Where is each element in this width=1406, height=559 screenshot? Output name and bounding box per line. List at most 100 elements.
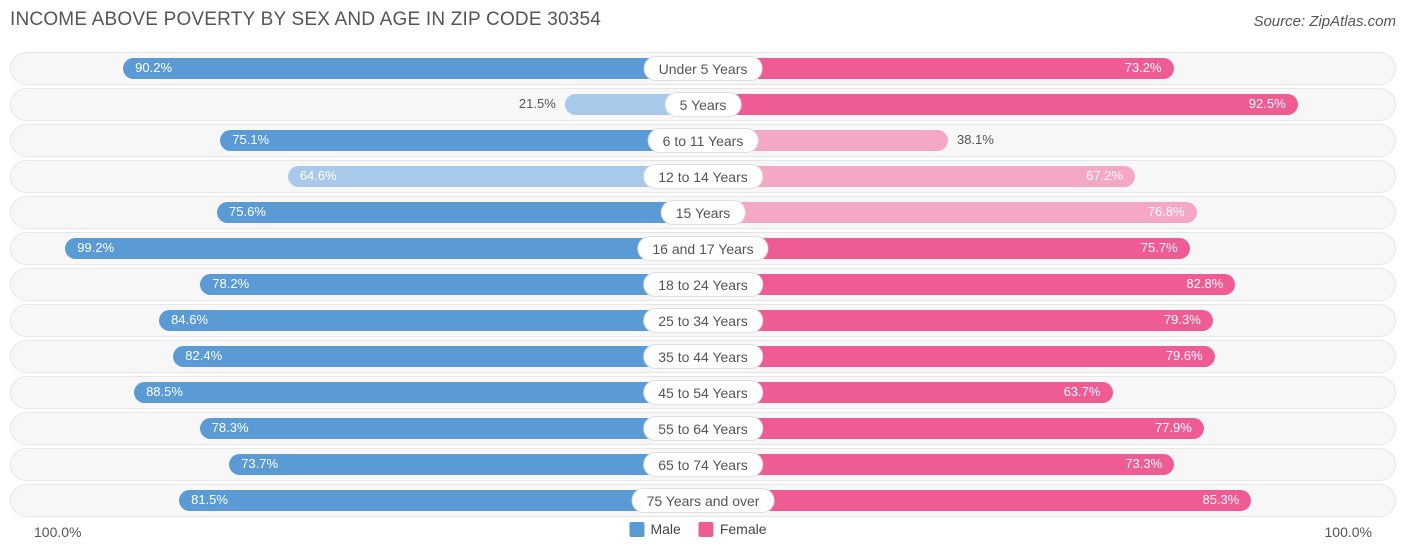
female-bar [703,166,1136,187]
female-bar [703,58,1174,79]
male-value-label: 73.7% [241,456,279,471]
chart-row: 81.5% 85.3% 75 Years and over [10,484,1396,517]
female-bar [703,310,1213,331]
female-value-label: 79.3% [1163,312,1201,327]
source-attribution: Source: ZipAtlas.com [1253,13,1396,30]
male-bar [287,166,703,187]
female-value-label: 38.1% [956,132,994,147]
row-track: 81.5% 85.3% 75 Years and over [11,485,1395,516]
chart-row: 64.6% 67.2% 12 to 14 Years [10,160,1396,193]
chart-footer: 100.0% Male Female 100.0% [10,521,1396,545]
female-bar [703,94,1298,115]
female-bar [703,418,1204,439]
male-value-label: 75.6% [229,204,266,219]
chart-legend: Male Female [629,521,776,537]
legend-label: Male [650,521,681,537]
row-track: 75.6% 76.8% 15 Years [11,197,1395,228]
female-value-label: 63.7% [1063,384,1101,399]
category-label: 25 to 34 Years [643,308,763,333]
category-label: 12 to 14 Years [643,164,763,189]
legend-label: Female [719,521,767,537]
row-track: 78.3% 77.9% 55 to 64 Years [11,413,1395,444]
row-track: 21.5% 92.5% 5 Years [11,89,1395,120]
category-label: 75 Years and over [631,488,775,513]
female-value-label: 73.2% [1124,60,1162,75]
category-label: 6 to 11 Years [647,128,759,153]
category-label: 16 and 17 Years [637,236,769,261]
axis-label-right: 100.0% [1324,524,1372,540]
female-value-label: 82.8% [1186,276,1224,291]
male-bar [220,130,703,151]
male-bar [199,418,703,439]
page-title: INCOME ABOVE POVERTY BY SEX AND AGE IN Z… [10,9,602,30]
male-value-label: 78.2% [212,276,250,291]
category-label: Under 5 Years [643,56,763,81]
male-value-label: 64.6% [299,168,337,183]
chart-row: 84.6% 79.3% 25 to 34 Years [10,304,1396,337]
female-value-label: 73.3% [1125,456,1163,471]
male-value-label: 84.6% [171,312,209,327]
female-bar [703,130,948,151]
male-value-label: 75.1% [232,132,270,147]
row-track: 64.6% 67.2% 12 to 14 Years [11,161,1395,192]
row-track: 73.7% 73.3% 65 to 74 Years [11,449,1395,480]
female-value-label: 77.9% [1154,420,1192,435]
chart-row: 90.2% 73.2% Under 5 Years [10,52,1396,85]
female-bar [703,454,1175,475]
female-bar [703,274,1236,295]
female-value-label: 92.5% [1248,96,1286,111]
chart-row: 99.2% 75.7% 16 and 17 Years [10,232,1396,265]
row-track: 82.4% 79.6% 35 to 44 Years [11,341,1395,372]
male-value-label: 90.2% [135,60,173,75]
male-bar [178,490,703,511]
chart-row: 78.2% 82.8% 18 to 24 Years [10,268,1396,301]
chart-row: 78.3% 77.9% 55 to 64 Years [10,412,1396,445]
male-bar [65,238,703,259]
male-value-label: 99.2% [77,240,115,255]
axis-label-left: 100.0% [34,524,82,540]
male-bar [216,202,703,223]
row-track: 84.6% 79.3% 25 to 34 Years [11,305,1395,336]
male-bar [123,58,703,79]
female-value-label: 79.6% [1165,348,1203,363]
male-value-label: 78.3% [211,420,249,435]
chart-row: 21.5% 92.5% 5 Years [10,88,1396,121]
legend-swatch [629,521,645,537]
female-bar [703,202,1197,223]
row-track: 75.1% 38.1% 6 to 11 Years [11,125,1395,156]
female-bar [703,238,1190,259]
row-track: 99.2% 75.7% 16 and 17 Years [11,233,1395,264]
row-track: 88.5% 63.7% 45 to 54 Years [11,377,1395,408]
male-value-label: 88.5% [146,384,183,399]
female-bar [703,490,1252,511]
male-bar [200,274,703,295]
female-value-label: 76.8% [1147,204,1185,219]
chart-row: 75.6% 76.8% 15 Years [10,196,1396,229]
category-label: 65 to 74 Years [643,452,763,477]
female-bar [703,382,1113,403]
male-bar [133,382,703,403]
chart-row: 82.4% 79.6% 35 to 44 Years [10,340,1396,373]
legend-item[interactable]: Female [698,521,767,537]
female-bar [703,346,1215,367]
category-label: 15 Years [660,200,746,225]
category-label: 45 to 54 Years [643,380,763,405]
male-bar [159,310,703,331]
male-value-label: 81.5% [191,492,228,507]
chart-row: 75.1% 38.1% 6 to 11 Years [10,124,1396,157]
female-value-label: 85.3% [1202,492,1240,507]
male-bar [173,346,703,367]
legend-swatch [698,521,714,537]
female-value-label: 75.7% [1140,240,1178,255]
male-value-label: 21.5% [518,96,556,111]
category-label: 5 Years [664,92,742,117]
legend-item[interactable]: Male [629,521,681,537]
category-label: 18 to 24 Years [643,272,763,297]
category-label: 35 to 44 Years [643,344,763,369]
female-value-label: 67.2% [1086,168,1123,183]
category-label: 55 to 64 Years [643,416,763,441]
row-track: 90.2% 73.2% Under 5 Years [11,53,1395,84]
male-value-label: 82.4% [185,348,223,363]
row-track: 78.2% 82.8% 18 to 24 Years [11,269,1395,300]
chart-row: 73.7% 73.3% 65 to 74 Years [10,448,1396,481]
